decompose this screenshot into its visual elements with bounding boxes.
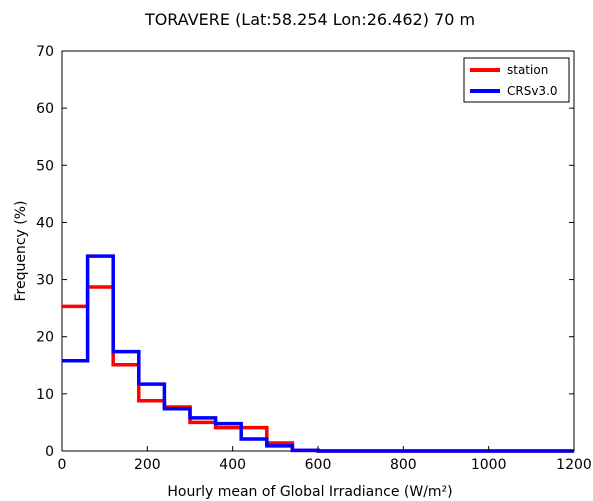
x-tick-label: 1000 [471,457,507,473]
x-tick-label: 400 [219,457,246,473]
x-tick-label: 1200 [556,457,592,473]
legend-label-crsv3: CRSv3.0 [507,84,558,98]
y-tick-label: 30 [36,273,54,289]
y-tick-label: 10 [36,387,54,403]
series-line-crsv3-0 [62,254,574,453]
legend-box [463,57,570,103]
x-tick-label: 600 [305,457,332,473]
plot-area: 0 200 400 600 800 1000 1200 0 10 20 30 40 50 60 70 [36,44,592,473]
legend: station CRSv3.0 [463,57,570,103]
y-tick-label: 50 [36,158,54,174]
legend-label-station: station [507,63,548,77]
series-layer [62,254,574,453]
x-tick-label: 800 [390,457,417,473]
ticks-layer: 0 200 400 600 800 1000 1200 0 10 20 30 40 50 60 70 [36,44,592,473]
chart-title: TORAVERE (Lat:58.254 Lon:26.462) 70 m [144,10,475,29]
x-axis-label: Hourly mean of Global Irradiance (W/m²) [167,484,452,500]
y-tick-label: 60 [36,101,54,117]
y-tick-label: 70 [36,44,54,60]
x-tick-label: 200 [134,457,161,473]
y-tick-label: 40 [36,215,54,231]
y-tick-label: 20 [36,330,54,346]
y-axis-label: Frequency (%) [13,200,29,301]
x-tick-label: 0 [58,457,67,473]
y-tick-label: 0 [45,444,54,460]
